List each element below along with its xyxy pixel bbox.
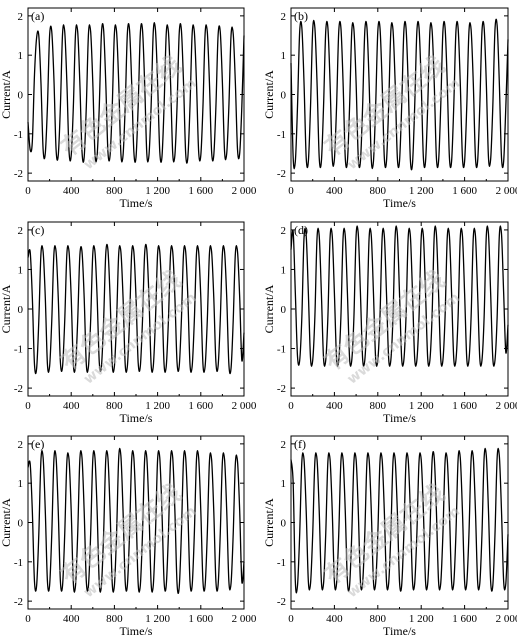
y-tick-label: -1 (14, 557, 23, 569)
chart-panel-f: -2 -1 0 1 2 0 400 800 1 200 1 600 2 000 Time/s Curre… (262, 435, 517, 638)
y-tick-label: -1 (277, 129, 286, 141)
x-tick-label: 1 200 (145, 613, 170, 625)
x-tick-label: 800 (370, 185, 387, 197)
x-axis-label: Time/s (383, 624, 416, 638)
x-tick-label: 1 200 (145, 185, 170, 197)
x-axis-label: Time/s (120, 624, 153, 638)
x-axis-label: Time/s (120, 411, 153, 425)
x-tick-label: 1 600 (452, 613, 477, 625)
y-tick-label: 1 (281, 50, 287, 62)
x-tick-label: 0 (288, 185, 294, 197)
x-tick-label: 400 (326, 400, 343, 412)
series-line (27, 447, 245, 594)
x-tick-label: 1 600 (188, 400, 213, 412)
x-tick-label: 2 000 (232, 613, 257, 625)
x-tick-label: 2 000 (232, 185, 257, 197)
y-axis-label: Current/A (0, 498, 13, 547)
x-tick-label: 2 000 (496, 613, 517, 625)
y-tick-label: 2 (281, 439, 287, 451)
series-line (290, 225, 509, 367)
x-tick-label: 1 600 (452, 400, 477, 412)
x-tick-label: 2 000 (232, 400, 257, 412)
y-tick-label: -2 (14, 596, 23, 608)
series-line (290, 447, 509, 594)
y-tick-label: -1 (14, 344, 23, 356)
y-tick-label: 1 (18, 50, 24, 62)
x-tick-label: 400 (326, 613, 343, 625)
y-tick-label: 0 (18, 304, 24, 316)
x-tick-label: 800 (106, 185, 123, 197)
chart-panel-e: -2 -1 0 1 2 0 400 800 1 200 1 600 2 000 Time/s Curre… (0, 435, 257, 638)
y-tick-label: -1 (277, 557, 286, 569)
y-axis-label: Current/A (262, 498, 276, 547)
y-tick-label: -1 (14, 129, 23, 141)
chart-panel-b: -2 -1 0 1 2 0 400 800 1 200 1 600 2 000 Time/s Curre… (262, 7, 517, 210)
y-axis-label: Current/A (262, 284, 276, 333)
y-tick-label: -2 (277, 383, 286, 395)
series-line (290, 18, 509, 171)
x-tick-label: 0 (288, 400, 294, 412)
x-tick-label: 0 (288, 613, 294, 625)
x-tick-label: 0 (25, 613, 31, 625)
x-axis-label: Time/s (383, 196, 416, 210)
y-tick-label: 0 (18, 90, 24, 102)
panel-label: (c) (31, 223, 44, 237)
y-tick-label: 0 (281, 304, 287, 316)
y-tick-label: 2 (281, 225, 287, 237)
y-tick-label: 1 (281, 478, 287, 490)
y-tick-label: 0 (281, 90, 287, 102)
x-tick-label: 1 200 (145, 400, 170, 412)
x-tick-label: 800 (106, 400, 123, 412)
x-tick-label: 400 (326, 185, 343, 197)
x-tick-label: 1 600 (188, 613, 213, 625)
y-tick-label: 2 (281, 11, 287, 23)
panel-label: (f) (294, 437, 306, 451)
x-tick-label: 1 200 (409, 613, 434, 625)
chart-panel-d: -2 -1 0 1 2 0 400 800 1 200 1 600 2 000 Time/s Curre… (262, 221, 517, 425)
panel-label: (e) (31, 437, 44, 451)
x-tick-label: 800 (106, 613, 123, 625)
chart-panel-c: -2 -1 0 1 2 0 400 800 1 200 1 600 2 000 Time/s Curre… (0, 221, 257, 425)
y-tick-label: 1 (281, 264, 287, 276)
x-tick-label: 800 (370, 400, 387, 412)
y-tick-label: 0 (281, 518, 287, 530)
y-axis-label: Current/A (262, 70, 276, 119)
x-tick-label: 800 (370, 613, 387, 625)
y-tick-label: -1 (277, 344, 286, 356)
y-tick-label: 1 (18, 264, 24, 276)
series-line (27, 243, 245, 375)
x-tick-label: 2 000 (496, 400, 517, 412)
x-tick-label: 1 600 (452, 185, 477, 197)
y-axis-label: Current/A (0, 70, 13, 119)
x-tick-label: 1 600 (188, 185, 213, 197)
x-tick-label: 0 (25, 400, 31, 412)
x-tick-label: 0 (25, 185, 31, 197)
x-tick-label: 400 (63, 400, 80, 412)
y-axis-label: Current/A (0, 284, 13, 333)
y-tick-label: 1 (18, 478, 24, 490)
y-tick-label: -2 (14, 383, 23, 395)
y-tick-label: -2 (14, 168, 23, 180)
y-tick-label: 2 (18, 439, 24, 451)
y-tick-label: 2 (18, 11, 24, 23)
x-axis-label: Time/s (383, 411, 416, 425)
y-tick-label: 2 (18, 225, 24, 237)
y-tick-label: -2 (277, 168, 286, 180)
x-axis-label: Time/s (120, 196, 153, 210)
x-tick-label: 2 000 (496, 185, 517, 197)
chart-panel-a: -2 -1 0 1 2 0 400 800 1 200 1 600 2 000 Time/s Curre… (0, 7, 257, 210)
y-tick-label: -2 (277, 596, 286, 608)
y-tick-label: 0 (18, 518, 24, 530)
x-tick-label: 400 (63, 185, 80, 197)
panel-label: (b) (294, 9, 308, 23)
x-tick-label: 1 200 (409, 185, 434, 197)
x-tick-label: 400 (63, 613, 80, 625)
series-line (27, 21, 245, 164)
panel-label: (a) (31, 9, 44, 23)
x-tick-label: 1 200 (409, 400, 434, 412)
